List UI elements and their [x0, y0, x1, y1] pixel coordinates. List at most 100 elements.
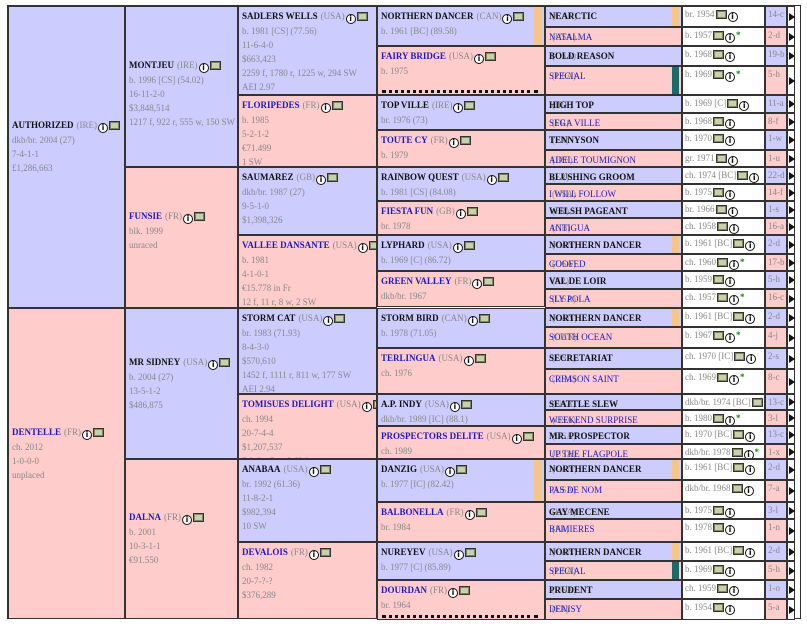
info-icon[interactable]: i	[725, 52, 735, 62]
horse-name-link[interactable]: GOOFED	[549, 259, 586, 269]
expand-arrow-icon[interactable]	[787, 444, 795, 459]
photo-icon[interactable]	[334, 314, 346, 323]
expand-arrow-icon[interactable]	[787, 480, 795, 502]
horse-name-link[interactable]: VALLEE DANSANTE	[242, 240, 330, 250]
horse-name-link[interactable]: NUREYEV	[381, 547, 426, 557]
photo-icon[interactable]	[715, 205, 727, 214]
info-icon[interactable]: i	[473, 54, 484, 64]
expand-arrow-icon[interactable]	[787, 150, 795, 167]
photo-icon[interactable]	[483, 277, 495, 286]
expand-arrow-icon[interactable]	[787, 289, 795, 308]
photo-icon[interactable]	[715, 154, 727, 163]
expand-arrow-icon[interactable]	[787, 201, 795, 218]
expand-arrow-icon[interactable]	[787, 184, 795, 201]
photo-icon[interactable]	[731, 448, 743, 457]
photo-icon[interactable]	[475, 508, 487, 517]
horse-name-link[interactable]: GAY MECENE	[549, 507, 610, 517]
horse-name-link[interactable]: FAIRY BRIDGE	[381, 51, 446, 61]
photo-icon[interactable]	[713, 603, 724, 612]
horse-name-link[interactable]: NORTHERN DANCER	[549, 547, 642, 557]
info-icon[interactable]: i	[472, 279, 483, 289]
photo-icon[interactable]	[460, 400, 472, 409]
info-icon[interactable]: i	[743, 486, 754, 496]
photo-icon[interactable]	[331, 101, 343, 110]
info-icon[interactable]: i	[729, 586, 739, 596]
info-icon[interactable]: i	[725, 119, 735, 129]
horse-name-link[interactable]: TOP VILLE	[381, 100, 429, 110]
info-icon[interactable]: i	[745, 465, 756, 475]
horse-name-link[interactable]: DEVALOIS	[242, 547, 288, 557]
photo-icon[interactable]	[713, 188, 724, 197]
expand-arrow-icon[interactable]	[787, 459, 795, 480]
horse-name-link[interactable]: VAL DE LOIR	[549, 276, 607, 286]
info-icon[interactable]: i	[725, 33, 735, 43]
horse-name-link[interactable]: NEARCTIC	[549, 11, 598, 21]
horse-name-link[interactable]: I WILL FOLLOW	[549, 189, 616, 199]
info-icon[interactable]: i	[745, 241, 756, 251]
expand-arrow-icon[interactable]	[787, 519, 795, 542]
horse-name-link[interactable]: PRUDENT	[549, 585, 593, 595]
info-icon[interactable]: i	[745, 432, 756, 442]
info-icon[interactable]: i	[725, 277, 735, 287]
photo-icon[interactable]	[713, 275, 724, 284]
photo-icon[interactable]	[522, 432, 534, 441]
info-icon[interactable]: i	[725, 605, 735, 615]
expand-arrow-icon[interactable]	[787, 426, 795, 444]
horse-name-link[interactable]: MR SIDNEY	[129, 356, 181, 367]
horse-name-link[interactable]: GREEN VALLEY	[381, 276, 452, 286]
horse-name-link[interactable]: ANABAA	[242, 464, 281, 474]
photo-icon[interactable]	[464, 101, 476, 110]
horse-name-link[interactable]: PROSPECTORS DELITE	[381, 431, 484, 441]
horse-name-link[interactable]: DENISY	[549, 604, 582, 614]
expand-arrow-icon[interactable]	[787, 46, 795, 66]
horse-name-link[interactable]: TOUTE CY	[381, 135, 428, 145]
photo-icon[interactable]	[717, 258, 728, 267]
photo-icon[interactable]	[356, 12, 368, 21]
info-icon[interactable]: i	[725, 333, 735, 343]
expand-arrow-icon[interactable]	[787, 6, 795, 27]
photo-icon[interactable]	[733, 463, 745, 472]
photo-icon[interactable]	[713, 506, 724, 515]
horse-name-link[interactable]: SECRETARIAT	[549, 353, 613, 363]
info-icon[interactable]: i	[511, 434, 522, 444]
photo-icon[interactable]	[93, 427, 105, 437]
photo-icon[interactable]	[713, 523, 724, 532]
info-icon[interactable]: i	[727, 156, 738, 166]
expand-arrow-icon[interactable]	[787, 95, 795, 113]
info-icon[interactable]: i	[727, 207, 738, 217]
info-icon[interactable]: i	[464, 510, 475, 520]
expand-arrow-icon[interactable]	[787, 218, 795, 235]
horse-name-link[interactable]: DENTELLE	[12, 426, 62, 437]
photo-icon[interactable]	[484, 52, 496, 61]
photo-icon[interactable]	[717, 222, 728, 231]
horse-name-link[interactable]: FIESTA FUN	[381, 206, 434, 216]
photo-icon[interactable]	[713, 50, 724, 59]
horse-name-link[interactable]: SADLERS WELLS	[242, 11, 318, 21]
photo-icon[interactable]	[456, 465, 468, 474]
info-icon[interactable]: i	[449, 402, 460, 412]
photo-icon[interactable]	[713, 31, 724, 40]
expand-arrow-icon[interactable]	[787, 254, 795, 271]
info-icon[interactable]: i	[452, 243, 463, 253]
expand-arrow-icon[interactable]	[787, 327, 795, 348]
photo-icon[interactable]	[459, 586, 471, 595]
photo-icon[interactable]	[713, 331, 724, 340]
info-icon[interactable]: i	[357, 243, 368, 253]
expand-arrow-icon[interactable]	[787, 369, 795, 394]
photo-icon[interactable]	[737, 171, 749, 180]
horse-name-link[interactable]: BOLD REASON	[549, 51, 615, 61]
photo-icon[interactable]	[713, 70, 724, 79]
photo-icon[interactable]	[751, 398, 763, 407]
info-icon[interactable]: i	[445, 467, 456, 477]
horse-name-link[interactable]: UP THE FLAGPOLE	[549, 449, 629, 459]
info-icon[interactable]: i	[183, 213, 194, 224]
horse-name-link[interactable]: FUNSIE	[129, 210, 163, 221]
horse-name-link[interactable]: TERLINGUA	[381, 353, 436, 363]
info-icon[interactable]: i	[82, 429, 93, 440]
horse-name-link[interactable]: WELSH PAGEANT	[549, 206, 628, 216]
horse-name-link[interactable]: HIGH TOP	[549, 100, 594, 110]
photo-icon[interactable]	[372, 400, 376, 409]
photo-icon[interactable]	[734, 352, 746, 361]
info-icon[interactable]: i	[448, 588, 459, 598]
photo-icon[interactable]	[733, 312, 745, 321]
